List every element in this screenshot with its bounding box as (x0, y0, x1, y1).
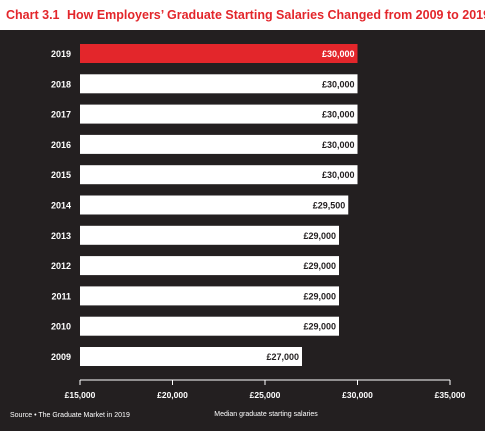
value-label: £29,000 (303, 291, 336, 301)
bar-2013 (80, 225, 339, 245)
bar-2011 (80, 286, 339, 306)
bar-2009 (80, 347, 302, 366)
value-label: £30,000 (322, 49, 355, 59)
x-axis: £15,000 £20,000 £25,000 £30,000 £35,000 (65, 379, 466, 400)
bars-layer: 2019 £30,000 2018 £30,000 2017 £30,000 2016 £30… (51, 44, 358, 366)
category-label: 2017 (51, 110, 71, 120)
bar-2016 (80, 134, 358, 154)
x-tick-label: £15,000 (65, 390, 96, 400)
x-tick-label: £30,000 (342, 390, 373, 400)
category-label: 2013 (51, 231, 71, 241)
value-label: £29,000 (303, 322, 336, 332)
category-label: 2009 (51, 352, 71, 362)
value-label: £30,000 (322, 79, 355, 89)
x-tick-label: £20,000 (157, 390, 188, 400)
category-label: 2018 (51, 79, 71, 89)
bar-2015 (80, 165, 358, 185)
value-label: £29,500 (313, 201, 346, 211)
category-label: 2010 (51, 322, 71, 332)
bar-2017 (80, 104, 358, 124)
category-label: 2012 (51, 261, 71, 271)
category-label: 2016 (51, 140, 71, 150)
value-label: £30,000 (322, 170, 355, 180)
bar-2014 (80, 195, 349, 215)
x-axis-label: Median graduate starting salaries (214, 411, 318, 418)
bar-2012 (80, 256, 339, 276)
bar-2018 (80, 74, 358, 94)
x-tick-label: £35,000 (435, 390, 466, 400)
value-label: £29,000 (303, 231, 336, 241)
x-tick-label: £25,000 (250, 390, 281, 400)
bar-2010 (80, 316, 339, 336)
category-label: 2011 (51, 291, 71, 301)
value-label: £29,000 (303, 261, 336, 271)
value-label: £27,000 (266, 352, 299, 362)
bar-2019 (80, 44, 358, 63)
category-label: 2019 (51, 49, 71, 59)
chart-title: How Employers’ Graduate Starting Salarie… (66, 8, 485, 22)
chart-number: Chart 3.1 (6, 8, 60, 22)
category-label: 2014 (51, 201, 71, 211)
value-label: £30,000 (322, 110, 355, 120)
value-label: £30,000 (322, 140, 355, 150)
source-note: Source • The Graduate Market in 2019 (10, 412, 130, 419)
category-label: 2015 (51, 170, 71, 180)
chart-title-bar: Chart 3.1 How Employers’ Graduate Starti… (0, 0, 485, 30)
